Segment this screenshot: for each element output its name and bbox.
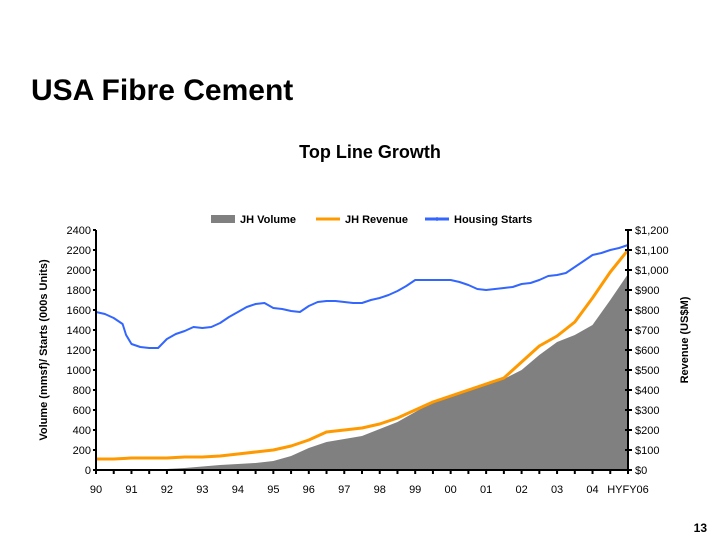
y2-tick-label: $900: [635, 285, 659, 297]
x-tick-label: 97: [338, 484, 350, 496]
y-tick-label: 800: [73, 385, 91, 397]
y2-tick-label: $100: [635, 445, 659, 457]
y-tick-label: 400: [73, 425, 91, 437]
y-tick-label: 0: [85, 465, 91, 477]
y2-tick-label: $300: [635, 405, 659, 417]
slide-title: USA Fibre Cement: [31, 74, 294, 107]
plot-area: [95, 244, 630, 470]
y-tick-label: 600: [73, 405, 91, 417]
page-number: 13: [693, 521, 707, 535]
y-tick-label: 200: [73, 445, 91, 457]
x-tick-label: 92: [161, 484, 173, 496]
legend-label: JH Volume: [240, 214, 296, 226]
x-tick-label: 91: [125, 484, 137, 496]
chart-title: Top Line Growth: [299, 142, 441, 162]
y-tick-label: 1000: [67, 365, 91, 377]
series-area-volume: [96, 274, 628, 470]
y2-tick-label: $400: [635, 385, 659, 397]
x-tick-label: 03: [551, 484, 563, 496]
x-tick-label: HYFY06: [607, 484, 649, 496]
y2-tick-label: $1,000: [635, 265, 669, 277]
legend-item-volume: JH Volume: [211, 214, 296, 226]
x-tick-label: 99: [409, 484, 421, 496]
x-tick-label: 95: [267, 484, 279, 496]
x-tick-label: 93: [196, 484, 208, 496]
legend-label: Housing Starts: [454, 214, 532, 226]
x-tick-label: 00: [445, 484, 457, 496]
y2-axis-title: Revenue (US$M): [679, 296, 691, 383]
y-axis-title: Volume (mmsf)/ Starts (000s Units): [38, 259, 50, 441]
x-tick-label: 90: [90, 484, 102, 496]
axes: 0200400600800100012001400160018002000220…: [67, 225, 669, 496]
legend-label: JH Revenue: [345, 214, 408, 226]
y2-tick-label: $1,200: [635, 225, 669, 237]
y2-tick-label: $600: [635, 345, 659, 357]
y-tick-label: 2200: [67, 245, 91, 257]
y-tick-label: 1600: [67, 305, 91, 317]
legend: JH Volume JH Revenue Housing Starts: [211, 214, 532, 226]
x-tick-label: 01: [480, 484, 492, 496]
x-tick-label: 98: [374, 484, 386, 496]
y-tick-label: 1200: [67, 345, 91, 357]
x-tick-label: 96: [303, 484, 315, 496]
y-tick-label: 1400: [67, 325, 91, 337]
x-tick-label: 02: [515, 484, 527, 496]
y-tick-label: 2400: [67, 225, 91, 237]
legend-swatch: [211, 215, 235, 223]
y2-tick-label: $0: [635, 465, 647, 477]
y2-tick-label: $700: [635, 325, 659, 337]
x-tick-label: 04: [586, 484, 598, 496]
series-line-revenue: [96, 249, 630, 461]
legend-item-revenue: JH Revenue: [316, 214, 408, 226]
y2-tick-label: $1,100: [635, 245, 669, 257]
y-tick-label: 2000: [67, 265, 91, 277]
y2-tick-label: $200: [635, 425, 659, 437]
y2-tick-label: $500: [635, 365, 659, 377]
y2-tick-label: $800: [635, 305, 659, 317]
x-tick-label: 94: [232, 484, 244, 496]
legend-item-housing-starts: Housing Starts: [425, 214, 532, 226]
y-tick-label: 1800: [67, 285, 91, 297]
series-line-housing-starts: [95, 244, 629, 349]
